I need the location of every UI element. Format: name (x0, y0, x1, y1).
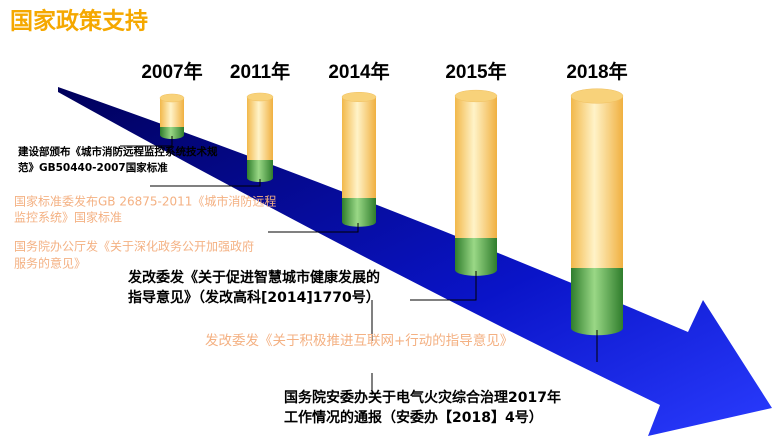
policy-text: 建设部颁布《城市消防远程监控系统技术规 (17, 145, 218, 158)
cylinder-body (342, 97, 376, 198)
policy-text: 发改委发《关于促进智慧城市健康发展的 (127, 269, 380, 286)
year-label: 2007年 (141, 60, 202, 83)
cylinder-top (570, 88, 624, 104)
policy-text: 发改委发《关于积极推进互联网+行动的指导意见》 (205, 332, 513, 349)
year-label: 2018年 (566, 60, 627, 83)
policy-text: 工作情况的通报（安委办【2018】4号） (284, 409, 543, 426)
policy-text: 国务院办公厅发《关于深化政务公开加强政府 (14, 239, 254, 254)
policy-text: 范》GB50440-2007国家标准 (18, 161, 168, 174)
policy-text: 服务的意见》 (14, 256, 86, 271)
cylinder-base (160, 127, 184, 139)
cylinder-body (160, 98, 184, 127)
connectors (120, 136, 598, 395)
year-label: 2014年 (328, 60, 389, 83)
cylinder-base (247, 160, 273, 182)
cylinders (159, 88, 624, 336)
cylinder-base (342, 198, 376, 227)
year-label: 2015年 (445, 60, 506, 83)
cylinder-top (341, 91, 377, 103)
connector (120, 136, 173, 147)
cylinder-base (455, 238, 497, 276)
title: 国家政策支持 (10, 8, 148, 35)
cylinder-body (247, 97, 273, 160)
policy-text: 指导意见》（发改高科[2014]1770号） (128, 289, 380, 306)
policy-text: 国家标准委发布GB 26875-2011《城市消防远程 (14, 194, 276, 209)
connector (410, 271, 477, 301)
connector (268, 223, 359, 233)
year-label: 2011年 (230, 60, 290, 83)
policy-text: 国务院安委办关于电气火灾综合治理2017年 (284, 389, 561, 406)
cylinder-top (454, 89, 498, 103)
cylinder-top (246, 92, 274, 102)
policy-text: 监控系统》国家标准 (14, 210, 122, 225)
cylinder-top (159, 93, 185, 103)
connector (150, 179, 261, 187)
arrow (58, 87, 772, 436)
cylinder-base (571, 268, 623, 336)
cylinder-body (455, 96, 497, 238)
cylinder-body (571, 96, 623, 268)
